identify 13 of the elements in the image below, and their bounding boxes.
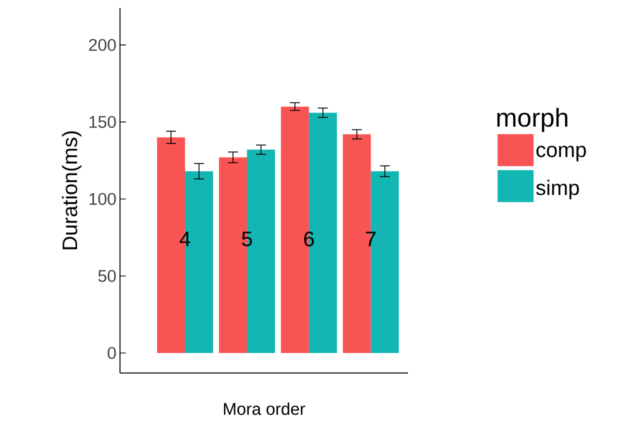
y-tick-label: 0 [108, 346, 116, 359]
x-tick-label: 5 [242, 232, 252, 246]
y-tick-label: 150 [90, 116, 116, 128]
y-tick-label: 100 [90, 192, 116, 205]
legend-label: simp [536, 180, 579, 200]
legend-label: comp [536, 146, 586, 162]
x-axis-title: Mora order [224, 402, 306, 415]
x-tick-label: 4 [180, 232, 190, 246]
y-tick-label: 50 [98, 270, 116, 282]
x-tick-label: 6 [304, 232, 314, 246]
y-axis-title: Duration(ms) [62, 131, 82, 250]
legend-title: morph [497, 108, 568, 132]
y-tick-label: 200 [89, 38, 116, 51]
